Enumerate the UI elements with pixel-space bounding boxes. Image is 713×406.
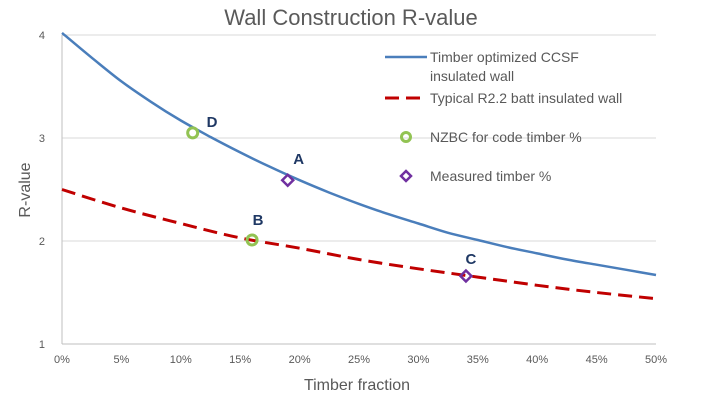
point-label-c: C [465,251,476,268]
x-axis-ticks: 0% 5% 10% 15% 20% 25% 30% 35% 40% 45% 50% [54,354,667,366]
point-label-d: D [207,114,218,131]
legend-label: Timber optimized CCSF [430,49,579,65]
series-line-batt [61,188,657,301]
y-axis-title: R-value [17,162,34,217]
x-tick-label: 30% [407,354,429,366]
legend: Timber optimized CCSF insulated wall Typic… [385,49,622,184]
marker-point-a [280,172,295,188]
x-tick-label: 50% [645,354,667,366]
legend-swatch-diamond [399,169,413,183]
x-tick-label: 40% [526,354,548,366]
x-tick-label: 15% [229,354,251,366]
gridlines [62,34,656,345]
series-lines [61,31,657,301]
point-label-a: A [293,151,304,168]
point-label-b: B [253,212,264,229]
series-line-ccsf [61,31,657,277]
x-tick-label: 0% [54,354,70,366]
legend-swatch-circle [400,131,412,143]
x-axis-title: Timber fraction [304,377,410,394]
marker-point-c [458,268,474,284]
x-tick-label: 10% [170,354,192,366]
y-tick-label: 3 [39,133,45,145]
axes [61,35,656,345]
y-tick-label: 1 [39,339,45,351]
x-tick-label: 45% [586,354,608,366]
chart-title: Wall Construction R-value [224,5,478,30]
marker-point-d [186,126,200,140]
legend-label: Typical R2.2 batt insulated wall [430,90,622,106]
marker-point-b [245,233,259,247]
x-tick-label: 35% [467,354,489,366]
y-axis-ticks: 1 2 3 4 [39,30,45,351]
x-tick-label: 5% [113,354,129,366]
legend-label: NZBC for code timber % [430,129,582,145]
legend-label: insulated wall [430,68,514,84]
legend-label: Measured timber % [430,168,551,184]
y-tick-label: 4 [39,30,45,42]
y-tick-label: 2 [39,236,45,248]
marker-points: D B A C [186,114,476,284]
x-tick-label: 20% [289,354,311,366]
x-tick-label: 25% [348,354,370,366]
